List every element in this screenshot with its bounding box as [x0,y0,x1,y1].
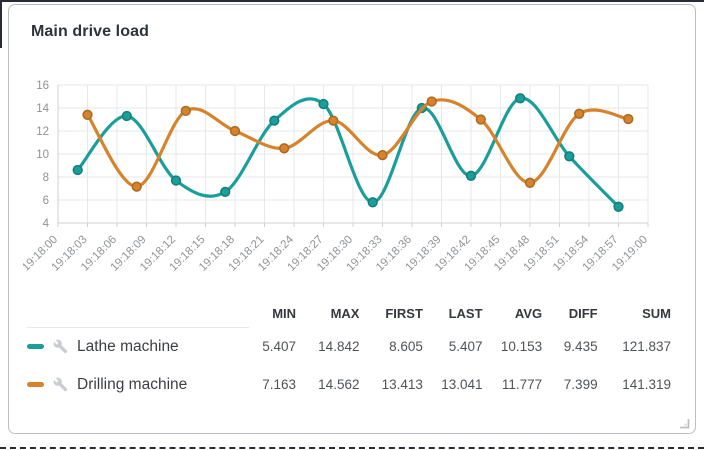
y-axis-tick-label: 16 [36,80,49,92]
legend-header-row: MIN MAX FIRST LAST AVG DIFF SUM [27,302,681,328]
legend-row-drilling-machine: Drilling machine 7.163 14.562 13.413 13.… [27,366,681,404]
column-header-max[interactable]: MAX [330,306,360,321]
y-axis-tick-label: 12 [36,126,49,138]
column-header-avg[interactable]: AVG [514,306,543,321]
y-axis-tick-label: 10 [36,149,49,161]
wrench-icon [53,339,68,354]
lathe-machine-data-point-marker[interactable] [515,93,526,104]
drilling-machine-data-point-marker[interactable] [426,96,437,107]
panel-title[interactable]: Main drive load [31,23,149,40]
legend-table: MIN MAX FIRST LAST AVG DIFF SUM [27,302,681,404]
lathe-machine-data-point-marker[interactable] [318,98,329,110]
chart-panel: Main drive load 4 6 8 10 12 14 16 19:18:00 19:18… [8,4,696,434]
drilling-machine-data-point-marker[interactable] [82,109,93,120]
column-header-diff[interactable]: DIFF [568,306,598,321]
stat-diff: 7.399 [563,377,598,392]
stat-diff: 9.435 [563,338,598,354]
lathe-machine-data-point-marker[interactable] [121,110,132,122]
stat-min: 5.407 [262,338,297,354]
legend-header-spacer [27,302,249,328]
stat-first: 8.605 [389,338,423,354]
lathe-machine-data-point-marker[interactable] [170,175,182,186]
lathe-machine-data-point-marker[interactable] [613,201,624,212]
main-drive-load-chart[interactable]: 4 6 8 10 12 14 16 19:18:00 19:18:03 19:18:06 19:18… [20,57,683,300]
legend-row-lathe-machine: Lathe machine 5.407 14.842 8.605 5.407 1… [27,327,681,366]
stat-last: 13.041 [441,377,483,392]
drilling-machine-data-point-marker[interactable] [229,125,241,137]
drilling-machine-data-point-marker[interactable] [279,143,290,154]
selection-marquee-left [0,0,2,48]
series-color-swatch[interactable] [27,382,44,387]
selection-marquee-bottom [0,447,704,449]
lathe-machine-data-point-marker[interactable] [564,151,575,162]
lathe-machine-data-point-marker[interactable] [220,186,231,198]
stat-avg: 10.153 [500,338,543,354]
stat-max: 14.562 [318,377,360,392]
lathe-machine-data-point-marker[interactable] [269,115,280,126]
stat-avg: 11.777 [501,377,543,392]
drilling-machine-data-point-marker[interactable] [574,108,585,119]
series-color-swatch[interactable] [27,344,44,349]
drilling-machine-data-point-marker[interactable] [180,105,191,117]
stat-sum: 121.837 [622,338,671,354]
drilling-machine-data-point-marker[interactable] [131,181,142,192]
drilling-machine-data-point-marker[interactable] [524,177,536,188]
lathe-machine-data-point-marker[interactable] [72,164,83,176]
lathe-machine-line[interactable] [76,96,621,209]
drilling-machine-data-point-marker[interactable] [328,115,339,126]
stat-first: 13.413 [381,377,423,392]
selection-marquee-top [0,0,704,2]
series-name[interactable]: Drilling machine [77,375,188,393]
stat-min: 7.163 [262,377,297,392]
drilling-machine-data-point-marker[interactable] [377,149,388,161]
y-axis-tick-label: 4 [43,218,50,230]
drilling-machine-data-point-marker[interactable] [475,114,486,125]
y-axis-tick-label: 8 [43,172,49,184]
series-cell: Lathe machine [27,327,249,366]
column-header-min[interactable]: MIN [272,306,297,321]
stat-last: 5.407 [448,338,483,354]
drilling-machine-data-point-marker[interactable] [623,113,634,125]
chart-svg[interactable]: 4681012141619:18:0019:18:0319:18:0619:18… [20,57,683,295]
column-header-sum[interactable]: SUM [642,306,671,321]
stat-max: 14.842 [318,338,360,354]
series-cell: Drilling machine [27,366,249,404]
y-axis-tick-label: 6 [43,195,49,207]
series-name[interactable]: Lathe machine [77,337,179,355]
stat-sum: 141.319 [622,377,671,392]
resize-grip-icon[interactable] [678,416,690,429]
lathe-machine-data-point-marker[interactable] [367,197,378,208]
lathe-machine-data-point-marker[interactable] [465,170,477,181]
wrench-icon [53,377,68,392]
column-header-last[interactable]: LAST [448,306,483,321]
column-header-first[interactable]: FIRST [385,306,423,321]
y-axis-tick-label: 14 [36,103,49,115]
